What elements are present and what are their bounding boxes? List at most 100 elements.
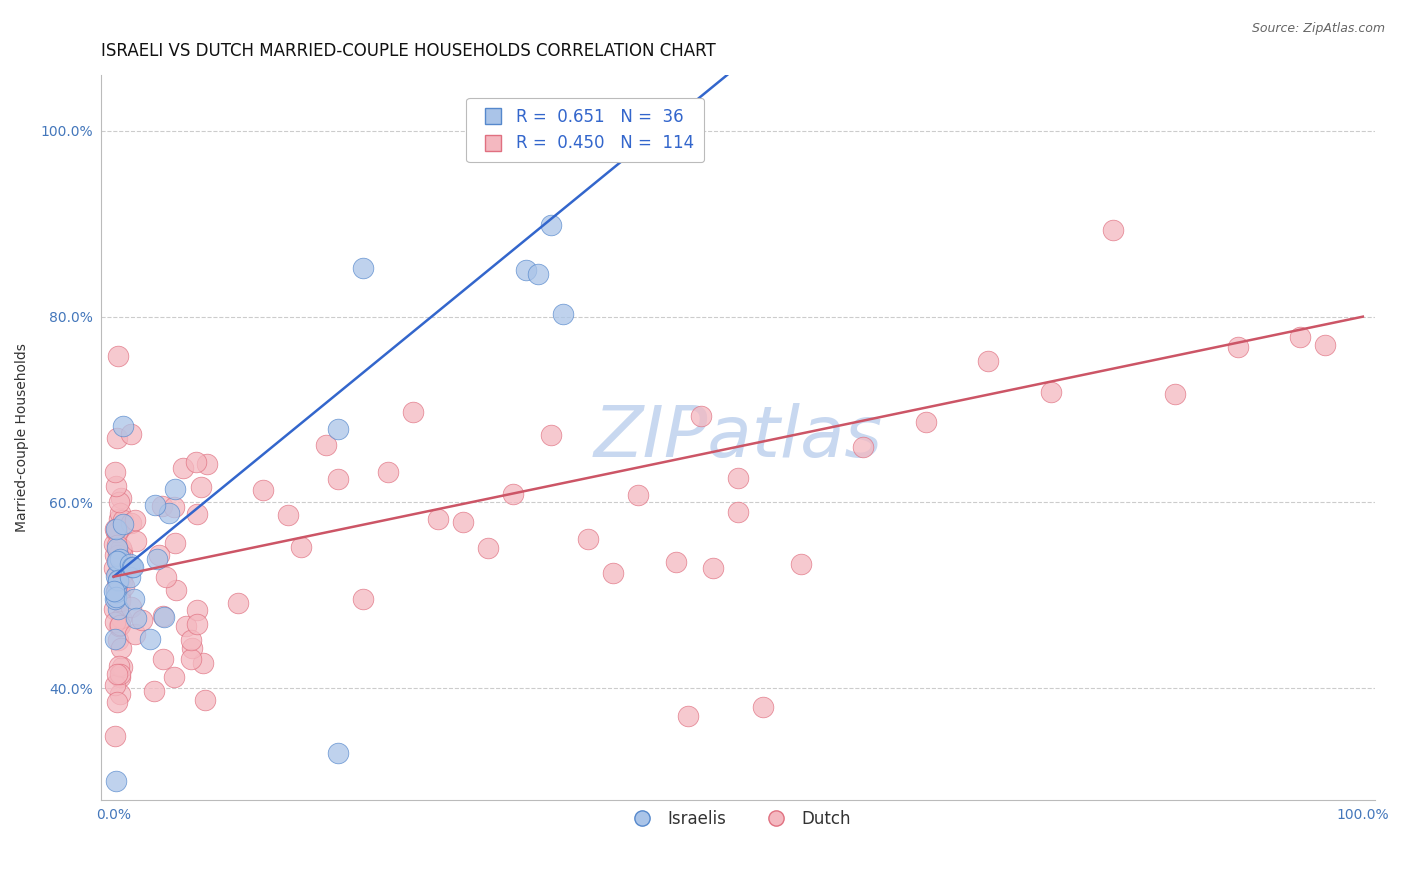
- Point: [104, 615, 127, 629]
- Point: [107, 658, 129, 673]
- Point: [107, 349, 129, 363]
- Point: [110, 541, 132, 556]
- Point: [111, 547, 134, 561]
- Point: [104, 522, 127, 536]
- Point: [181, 641, 204, 656]
- Point: [1289, 330, 1312, 344]
- Point: [111, 544, 134, 558]
- Point: [108, 522, 131, 536]
- Point: [110, 611, 132, 625]
- Point: [180, 633, 202, 648]
- Point: [627, 488, 650, 502]
- Point: [103, 601, 125, 615]
- Point: [103, 548, 125, 562]
- Point: [104, 729, 127, 743]
- Point: [150, 499, 173, 513]
- Point: [104, 525, 127, 540]
- Point: [195, 457, 218, 471]
- Point: [502, 487, 524, 501]
- Point: [120, 516, 142, 531]
- Point: [122, 559, 145, 574]
- Point: [277, 508, 299, 522]
- Point: [105, 538, 128, 552]
- Point: [125, 611, 148, 625]
- Point: [186, 603, 208, 617]
- Point: [125, 534, 148, 549]
- Point: [540, 427, 562, 442]
- Legend: Israelis, Dutch: Israelis, Dutch: [619, 804, 858, 835]
- Point: [977, 354, 1000, 368]
- Point: [352, 260, 374, 275]
- Point: [477, 541, 499, 556]
- Point: [527, 268, 550, 282]
- Point: [105, 667, 128, 681]
- Point: [105, 522, 128, 536]
- Point: [108, 512, 131, 526]
- Point: [118, 570, 141, 584]
- Point: [752, 699, 775, 714]
- Point: [108, 583, 131, 598]
- Point: [315, 438, 337, 452]
- Point: [110, 594, 132, 608]
- Point: [103, 537, 125, 551]
- Point: [105, 524, 128, 539]
- Point: [1164, 387, 1187, 401]
- Point: [112, 579, 135, 593]
- Point: [105, 774, 128, 789]
- Point: [727, 471, 749, 485]
- Point: [107, 633, 129, 648]
- Point: [112, 418, 135, 433]
- Point: [515, 263, 537, 277]
- Point: [252, 483, 274, 497]
- Point: [665, 555, 688, 569]
- Point: [186, 617, 208, 632]
- Point: [402, 405, 425, 419]
- Point: [180, 652, 202, 666]
- Point: [194, 693, 217, 707]
- Point: [190, 481, 212, 495]
- Point: [1226, 340, 1249, 354]
- Point: [121, 560, 143, 574]
- Point: [172, 461, 194, 475]
- Point: [789, 557, 811, 571]
- Point: [107, 573, 129, 587]
- Point: [108, 549, 131, 564]
- Point: [1102, 223, 1125, 237]
- Point: [110, 563, 132, 577]
- Point: [107, 694, 129, 708]
- Point: [110, 666, 132, 681]
- Point: [152, 608, 174, 623]
- Text: ZIPatlas: ZIPatlas: [593, 403, 883, 472]
- Point: [104, 465, 127, 479]
- Point: [678, 709, 700, 723]
- Point: [118, 557, 141, 571]
- Point: [108, 592, 131, 607]
- Point: [111, 659, 134, 673]
- Point: [186, 455, 208, 469]
- Point: [1315, 338, 1337, 352]
- Point: [1039, 385, 1062, 400]
- Point: [352, 592, 374, 607]
- Point: [852, 440, 875, 454]
- Point: [139, 632, 162, 646]
- Point: [107, 601, 129, 615]
- Point: [145, 552, 167, 566]
- Point: [110, 640, 132, 655]
- Point: [186, 507, 208, 521]
- Point: [110, 687, 132, 701]
- Point: [163, 482, 186, 496]
- Point: [104, 478, 127, 492]
- Point: [174, 619, 197, 633]
- Point: [540, 219, 562, 233]
- Point: [163, 500, 186, 515]
- Point: [104, 591, 127, 606]
- Point: [157, 506, 180, 520]
- Point: [427, 512, 450, 526]
- Point: [576, 532, 599, 546]
- Y-axis label: Married-couple Households: Married-couple Households: [15, 343, 30, 532]
- Point: [108, 587, 131, 601]
- Point: [105, 554, 128, 568]
- Point: [328, 422, 350, 436]
- Point: [107, 548, 129, 562]
- Point: [328, 746, 350, 760]
